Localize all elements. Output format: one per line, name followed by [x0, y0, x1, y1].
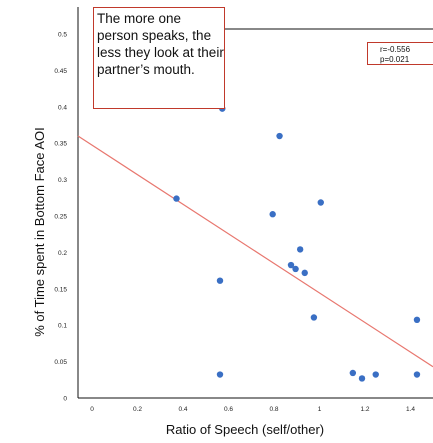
y-tick-label: 0	[63, 396, 67, 403]
annotation-box: The more one person speaks, the less the…	[93, 7, 225, 109]
data-point	[276, 132, 283, 140]
data-point	[358, 375, 366, 382]
data-point	[317, 199, 324, 206]
data-point	[413, 371, 421, 378]
data-point	[310, 314, 318, 321]
data-point	[292, 265, 299, 273]
data-point	[296, 246, 304, 253]
x-tick-label: 1.2	[360, 406, 369, 413]
y-tick-label: 0.25	[54, 214, 67, 221]
y-tick-label: 0.45	[54, 68, 67, 75]
data-point	[413, 316, 421, 323]
x-tick-label: 0.6	[224, 406, 233, 413]
data-point	[173, 195, 180, 202]
y-tick-label: 0.05	[54, 359, 67, 366]
x-tick-label: 1.4	[406, 406, 415, 413]
y-tick-label: 0.35	[54, 141, 67, 148]
y-tick-label: 0.15	[54, 286, 67, 293]
y-tick-label: 0.4	[58, 104, 67, 111]
trendline	[77, 135, 433, 368]
stats-box: r=-0.556 p=0.021	[367, 42, 433, 65]
data-point	[216, 277, 224, 284]
x-tick-label: 0	[90, 406, 94, 413]
annotation-text: The more one person speaks, the less the…	[97, 11, 224, 77]
p-value: p=0.021	[380, 55, 410, 64]
y-axis-title: % of Time spent in Bottom Face AOI	[32, 127, 47, 337]
x-axis-title: Ratio of Speech (self/other)	[166, 422, 324, 437]
y-tick-label: 0.2	[58, 250, 67, 257]
data-point	[301, 269, 308, 277]
x-tick-label: 0.2	[133, 406, 142, 413]
data-point	[216, 371, 224, 378]
x-tick-label: 1	[318, 406, 322, 413]
data-point	[349, 369, 357, 377]
x-tick-label: 0.4	[178, 406, 187, 413]
x-tick-label: 0.8	[269, 406, 278, 413]
data-point	[269, 211, 276, 218]
data-point	[372, 371, 379, 378]
y-tick-label: 0.1	[58, 323, 67, 330]
correlation-r: r=-0.556	[380, 45, 411, 54]
y-tick-label: 0.3	[58, 177, 67, 184]
y-tick-label: 0.5	[58, 32, 67, 39]
data-point	[287, 261, 295, 269]
